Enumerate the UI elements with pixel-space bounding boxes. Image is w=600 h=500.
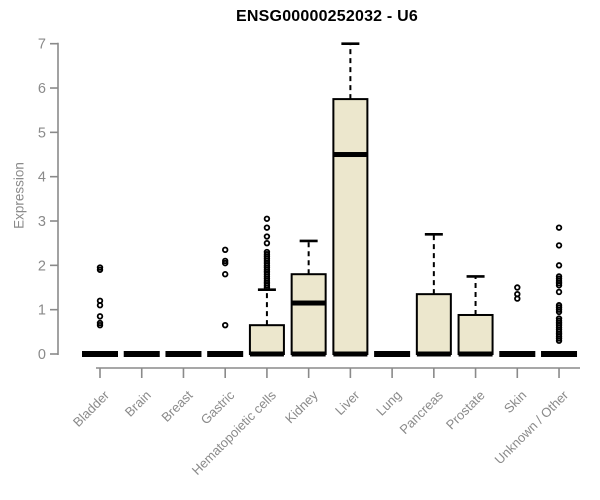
x-tick-label: Gastric xyxy=(198,387,238,427)
outlier-point xyxy=(514,295,521,302)
outlier-point xyxy=(263,239,271,247)
chart-title: ENSG00000252032 - U6 xyxy=(236,8,418,25)
outlier-point xyxy=(514,284,521,291)
outlier-point xyxy=(96,313,104,320)
x-tick-label: Liver xyxy=(332,387,363,418)
y-tick-label: 3 xyxy=(38,214,46,230)
outlier-point xyxy=(555,262,563,269)
y-tick-label: 5 xyxy=(38,125,46,141)
box-bottom-line xyxy=(333,351,368,357)
flat-box xyxy=(207,351,244,357)
outlier-point xyxy=(221,259,229,267)
outlier-point xyxy=(555,224,563,231)
outlier-point xyxy=(221,271,229,278)
y-tick-label: 4 xyxy=(38,170,46,186)
outlier-point xyxy=(555,282,563,289)
outlier-point xyxy=(221,246,229,254)
outlier-point xyxy=(221,321,229,329)
y-tick-label: 6 xyxy=(38,81,46,97)
outlier-point xyxy=(263,233,271,240)
flat-box xyxy=(499,351,536,357)
outlier-point xyxy=(555,308,563,316)
x-tick-label: Skin xyxy=(501,388,529,416)
y-tick-label: 1 xyxy=(38,303,46,319)
x-tick-label: Lung xyxy=(373,388,404,419)
outlier-point xyxy=(263,248,271,256)
outlier-point xyxy=(96,321,104,329)
flat-box xyxy=(374,351,411,357)
x-tick-label: Pancreas xyxy=(397,387,447,437)
box xyxy=(248,324,285,355)
box xyxy=(415,293,452,356)
outlier-point xyxy=(96,266,104,273)
outlier-point xyxy=(555,242,563,249)
outlier-point xyxy=(96,302,104,309)
flat-box xyxy=(123,351,160,357)
outlier-point xyxy=(555,337,563,344)
box-bottom-line xyxy=(249,351,284,357)
flat-box xyxy=(165,351,202,357)
x-tick-label: Kidney xyxy=(282,387,321,426)
box xyxy=(457,313,494,355)
median-line xyxy=(291,300,326,306)
flat-box xyxy=(82,351,118,357)
x-tick-label: Breast xyxy=(158,387,195,424)
y-tick-label: 2 xyxy=(38,258,46,274)
outlier-point xyxy=(263,215,271,222)
y-tick-label: 0 xyxy=(38,347,46,363)
y-tick-label: 7 xyxy=(38,37,46,53)
median-line xyxy=(333,152,368,158)
box-bottom-line xyxy=(458,351,493,357)
outlier-point xyxy=(263,224,271,231)
outlier-point xyxy=(555,288,563,296)
box xyxy=(332,98,369,356)
box-bottom-line xyxy=(416,351,451,357)
flat-box xyxy=(541,351,578,357)
x-tick-label: Bladder xyxy=(70,387,113,430)
box xyxy=(290,273,327,355)
x-tick-label: Brain xyxy=(122,388,154,420)
x-tick-label: Unknown / Other xyxy=(492,387,572,467)
box-bottom-line xyxy=(291,351,326,357)
x-tick-label: Prostate xyxy=(443,388,488,433)
